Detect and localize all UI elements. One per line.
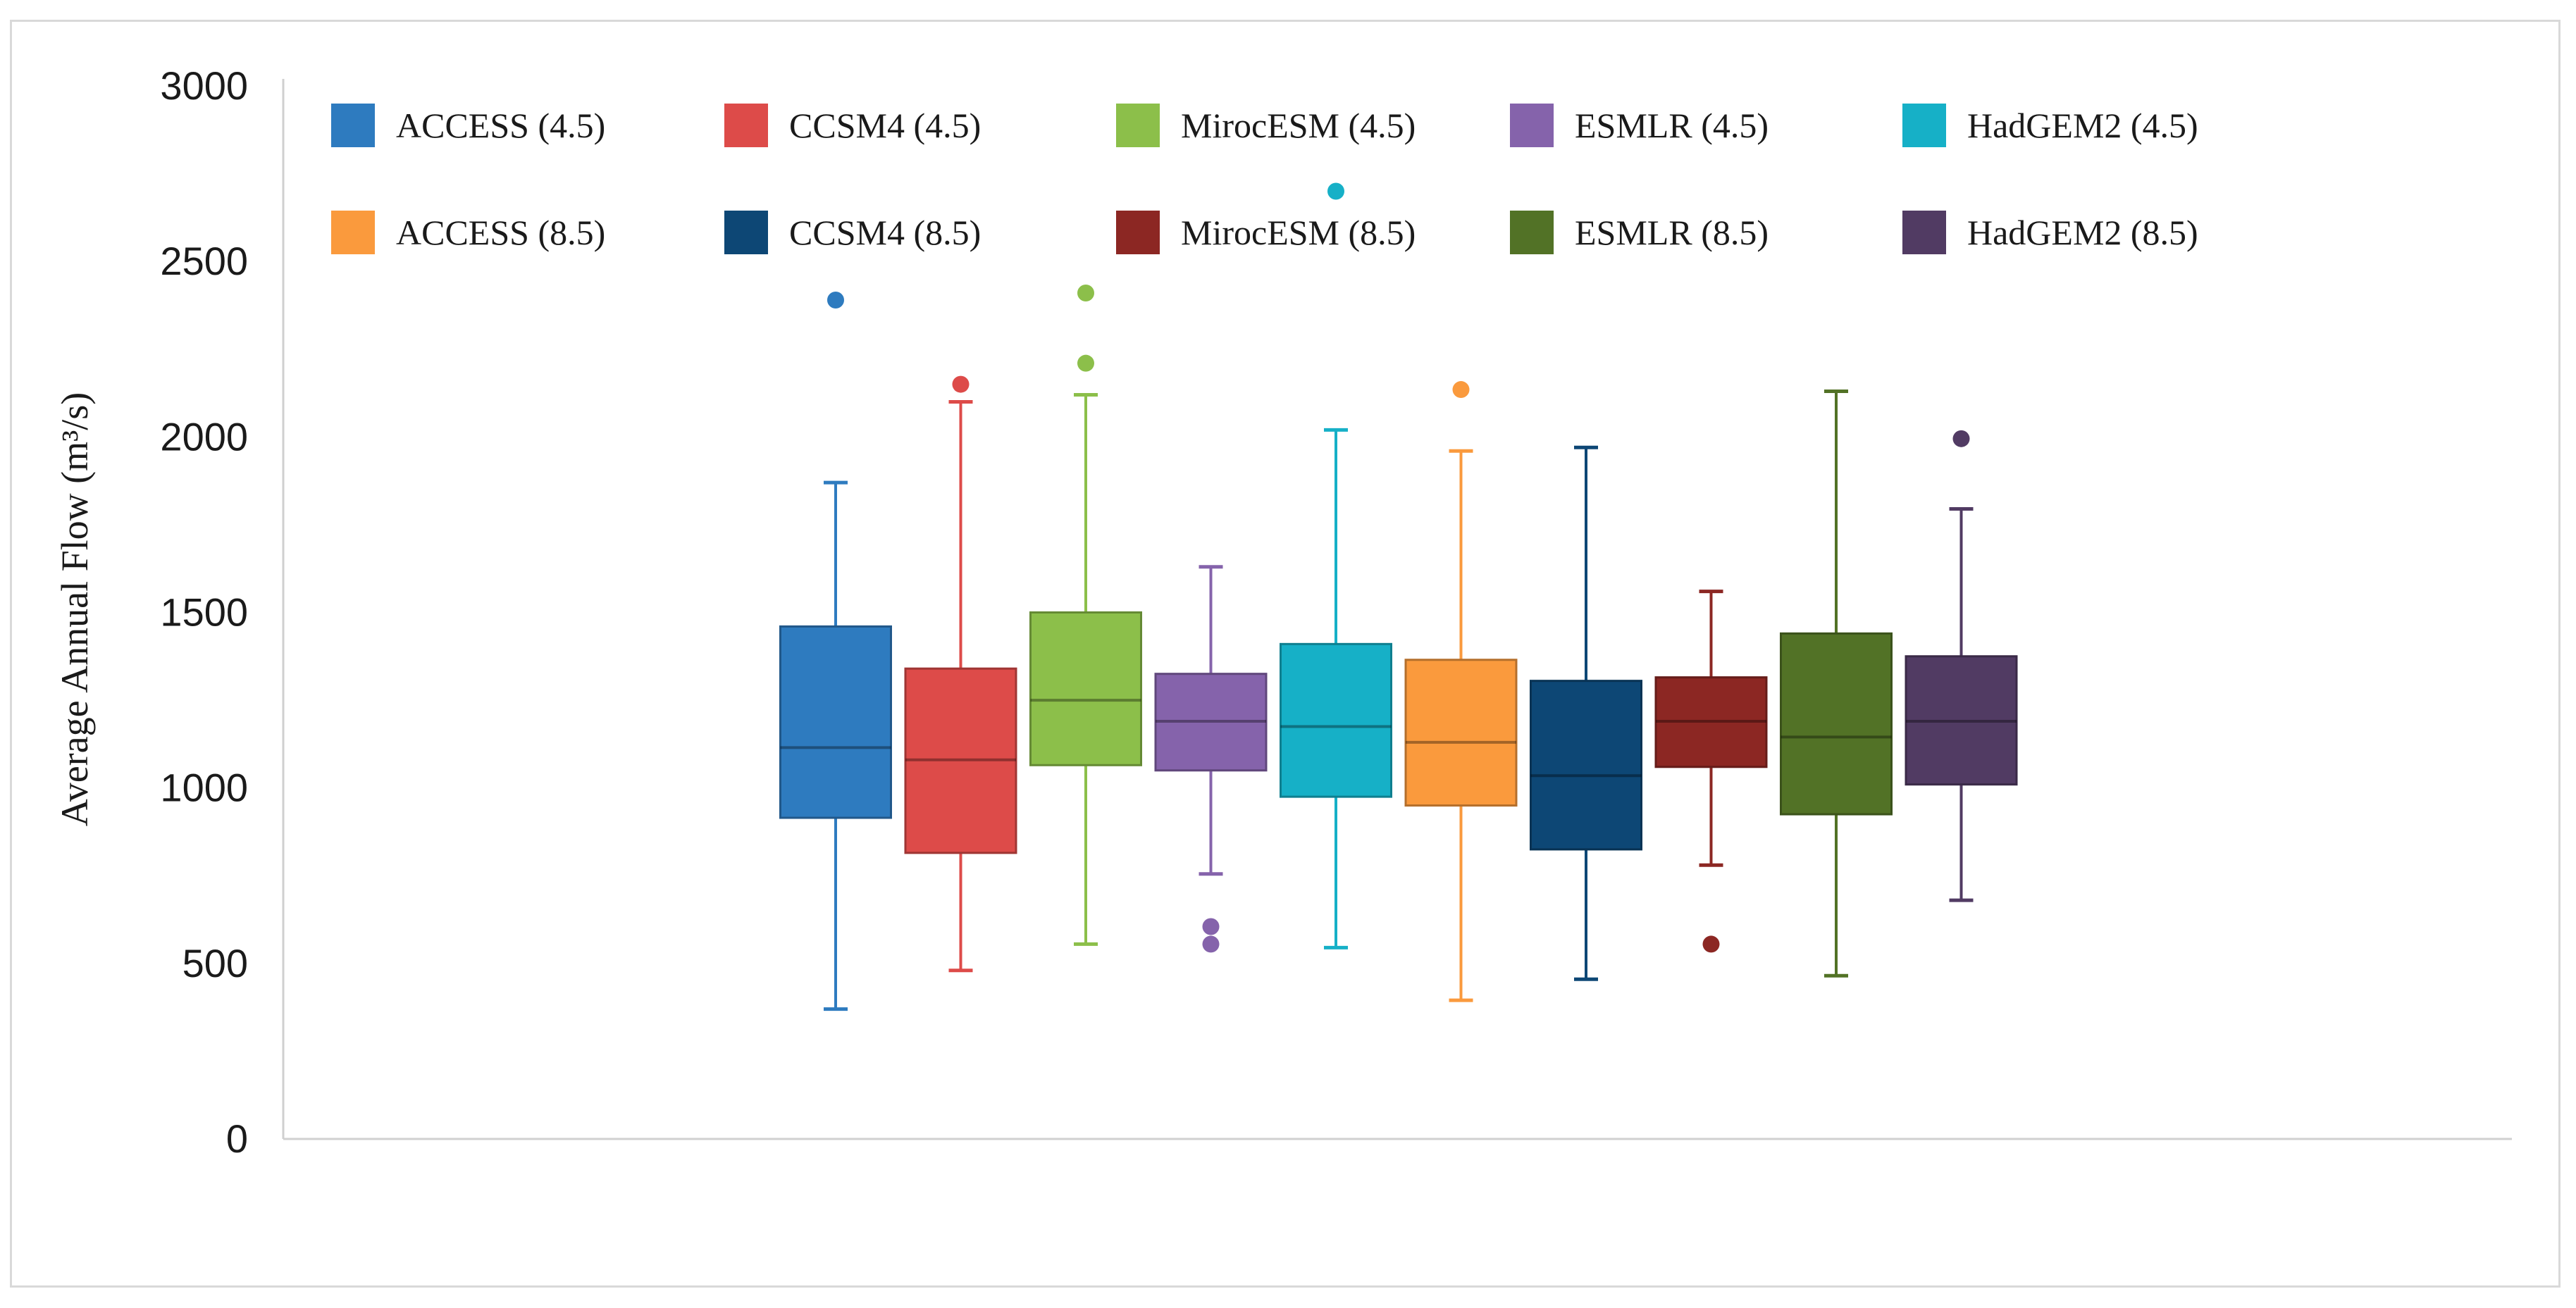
legend-label: CCSM4 (8.5) — [789, 213, 981, 252]
box-series — [1154, 565, 1268, 953]
box-outline — [1654, 676, 1768, 768]
box-iqr — [1905, 655, 2018, 786]
legend-item: CCSM4 (4.5) — [724, 104, 981, 147]
legend-item: HadGEM2 (4.5) — [1902, 104, 2198, 147]
legend-item: MirocESM (8.5) — [1116, 211, 1416, 254]
box-series — [1654, 590, 1768, 953]
axes: 0 500 1000 1500 2000 2500 3000 — [160, 63, 2512, 1161]
legend-item: ACCESS (4.5) — [331, 104, 605, 147]
legend-label: ACCESS (8.5) — [396, 213, 605, 252]
legend-swatch — [724, 211, 768, 254]
box-outline — [904, 667, 1017, 854]
box-series — [1280, 182, 1392, 949]
y-tick-label: 2500 — [160, 239, 248, 283]
box-series — [1029, 285, 1142, 946]
box-outline — [1404, 659, 1518, 807]
box-iqr — [1280, 642, 1392, 798]
outlier-point — [1702, 935, 1720, 953]
legend-label: HadGEM2 (8.5) — [1967, 213, 2198, 252]
legend-swatch — [331, 104, 375, 147]
box-outline — [1530, 680, 1642, 851]
outlier-point — [1202, 935, 1220, 953]
legend-swatch — [724, 104, 768, 147]
outlier-point — [952, 375, 970, 393]
legend-item: ACCESS (8.5) — [331, 211, 605, 254]
legend-item: CCSM4 (8.5) — [724, 211, 981, 254]
legend-item: ESMLR (4.5) — [1510, 104, 1769, 147]
box-series — [779, 291, 892, 1011]
box-series — [1780, 390, 1893, 978]
box-series — [1530, 445, 1642, 981]
y-tick-label: 0 — [226, 1116, 248, 1161]
legend-swatch — [1116, 104, 1160, 147]
legend-item: ESMLR (8.5) — [1510, 211, 1769, 254]
box-iqr — [1029, 611, 1142, 766]
box-iqr — [1154, 673, 1268, 772]
box-iqr — [1404, 659, 1518, 807]
legend: ACCESS (4.5) CCSM4 (4.5) MirocESM (4.5) ESM… — [331, 104, 2198, 254]
y-tick-label: 1000 — [160, 766, 248, 810]
y-tick-label: 1500 — [160, 590, 248, 635]
box-outline — [1280, 642, 1392, 798]
outlier-point — [1952, 430, 1970, 447]
legend-label: ESMLR (8.5) — [1575, 213, 1769, 252]
box-outline — [1029, 611, 1142, 766]
outlier-point — [827, 291, 844, 309]
box-series — [1404, 381, 1518, 1002]
y-axis-title: Average Annual Flow (m³/s) — [54, 392, 96, 827]
box-outline — [1154, 673, 1268, 772]
legend-swatch — [1510, 211, 1554, 254]
box-iqr — [1530, 680, 1642, 851]
legend-item: MirocESM (4.5) — [1116, 104, 1416, 147]
legend-swatch — [1510, 104, 1554, 147]
legend-label: MirocESM (4.5) — [1181, 106, 1416, 145]
outlier-point — [1202, 918, 1220, 935]
outlier-point — [1077, 354, 1094, 372]
box-outline — [1780, 632, 1893, 816]
outlier-point — [1452, 381, 1470, 399]
y-tick-label: 500 — [182, 941, 248, 985]
box-iqr — [779, 625, 892, 819]
box-outline — [1905, 655, 2018, 786]
outlier-point — [1327, 182, 1344, 200]
legend-label: ESMLR (4.5) — [1575, 106, 1769, 145]
legend-label: HadGEM2 (4.5) — [1967, 106, 2198, 145]
box-iqr — [904, 667, 1017, 854]
legend-label: ACCESS (4.5) — [396, 106, 605, 145]
y-tick-label: 2000 — [160, 414, 248, 459]
legend-swatch — [331, 211, 375, 254]
box-outline — [779, 625, 892, 819]
box-plots — [779, 182, 2018, 1011]
box-iqr — [1780, 632, 1893, 816]
legend-swatch — [1902, 104, 1946, 147]
legend-label: CCSM4 (4.5) — [789, 106, 981, 145]
legend-item: HadGEM2 (8.5) — [1902, 211, 2198, 254]
box-series — [904, 375, 1017, 973]
outlier-point — [1077, 285, 1094, 302]
box-series — [1905, 430, 2018, 902]
box-iqr — [1654, 676, 1768, 768]
legend-swatch — [1116, 211, 1160, 254]
legend-label: MirocESM (8.5) — [1181, 213, 1416, 252]
legend-swatch — [1902, 211, 1946, 254]
y-tick-label: 3000 — [160, 63, 248, 108]
